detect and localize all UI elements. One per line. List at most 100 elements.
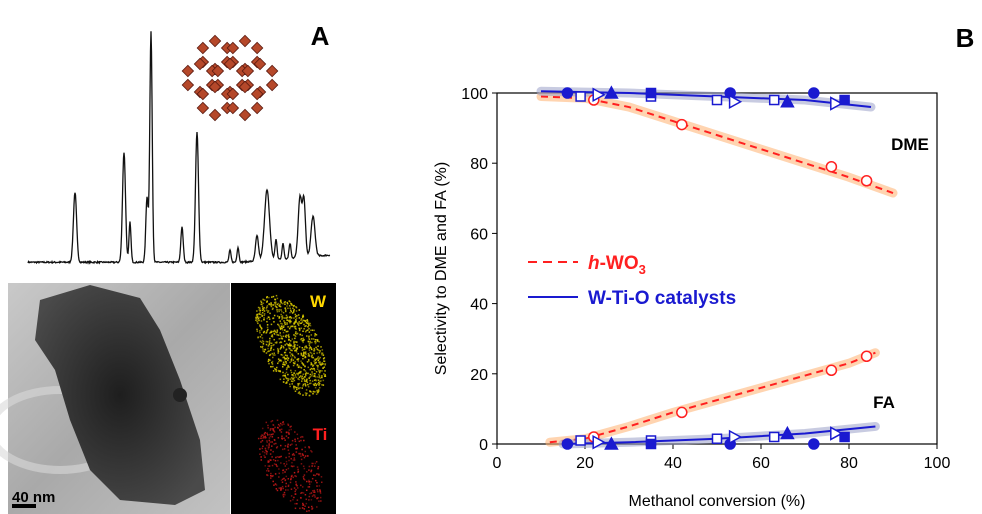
marker	[839, 431, 850, 443]
eds-dot	[289, 378, 292, 380]
eds-dot	[273, 329, 276, 332]
eds-dot	[281, 315, 284, 317]
eds-dot	[281, 485, 284, 488]
eds-dot	[290, 317, 293, 319]
eds-dot	[294, 337, 296, 340]
eds-dot	[271, 456, 273, 458]
eds-dot	[259, 340, 262, 343]
eds-dot	[267, 448, 270, 450]
eds-dot	[308, 469, 310, 471]
eds-dot	[307, 360, 310, 362]
eds-dot	[291, 465, 294, 468]
eds-dot	[304, 455, 307, 457]
eds-dot	[282, 345, 285, 348]
eds-dot	[267, 470, 270, 472]
eds-dot	[309, 368, 312, 371]
eds-dot	[299, 328, 301, 331]
eds-dot	[283, 437, 285, 440]
eds-dot	[280, 431, 283, 433]
eds-dot	[308, 355, 311, 357]
eds-dot	[278, 338, 281, 340]
y-tick-label: 40	[470, 297, 488, 314]
eds-dot	[317, 379, 320, 381]
eds-dot	[282, 347, 285, 349]
eds-dot	[271, 361, 273, 364]
eds-dot	[263, 310, 266, 312]
eds-dot	[307, 372, 309, 375]
eds-dot	[318, 369, 320, 372]
eds-dot	[317, 388, 320, 391]
eds-dot	[308, 495, 311, 498]
eds-dot	[276, 303, 279, 306]
eds-dot	[314, 496, 316, 498]
eds-dot	[301, 346, 304, 349]
eds-dot	[285, 368, 288, 371]
map-label: W	[310, 292, 327, 311]
eds-dot	[312, 349, 315, 352]
eds-dot	[278, 468, 280, 470]
eds-dot	[275, 447, 278, 449]
eds-dot	[279, 348, 282, 350]
eds-dot	[283, 356, 285, 358]
eds-dot	[300, 337, 303, 340]
eds-dot	[308, 347, 311, 350]
eds-dot	[318, 358, 320, 360]
eds-dot	[289, 345, 291, 347]
eds-dot	[308, 344, 311, 346]
eds-dot	[256, 310, 258, 312]
eds-dot	[292, 364, 295, 367]
octahedron	[238, 80, 252, 94]
eds-dot	[287, 334, 289, 337]
eds-dot	[314, 474, 317, 477]
eds-dot	[287, 431, 290, 434]
eds-dot	[314, 335, 316, 337]
eds-dot	[263, 350, 265, 353]
eds-dot	[306, 392, 308, 395]
eds-dot	[303, 456, 306, 459]
octahedron	[193, 57, 207, 71]
eds-dot	[260, 459, 263, 461]
eds-dot	[263, 299, 266, 301]
eds-dot	[285, 317, 287, 319]
eds-dot	[292, 345, 294, 348]
eds-dot	[260, 313, 262, 316]
eds-dot	[282, 311, 285, 314]
eds-dot	[281, 435, 283, 437]
eds-dot	[291, 325, 294, 328]
eds-dot	[300, 322, 303, 324]
eds-dot	[307, 340, 310, 343]
marker	[604, 85, 619, 99]
eds-dot	[313, 379, 316, 381]
eds-dot	[288, 320, 290, 323]
eds-dot	[319, 488, 321, 491]
eds-dot	[285, 358, 288, 360]
eds-dot	[296, 332, 299, 335]
eds-dot	[294, 475, 296, 477]
eds-dot	[318, 340, 320, 343]
eds-dot	[304, 505, 306, 507]
y-tick-label: 0	[479, 437, 488, 454]
eds-dot	[273, 430, 276, 433]
eds-dot	[268, 303, 270, 305]
eds-dot	[299, 371, 301, 373]
eds-dot	[309, 373, 312, 376]
eds-dot	[290, 477, 292, 479]
eds-dot	[292, 354, 294, 357]
eds-dot	[276, 341, 278, 343]
eds-dot	[289, 444, 292, 446]
eds-dot	[272, 295, 275, 298]
eds-dot	[303, 339, 305, 341]
eds-dot	[268, 354, 271, 357]
eds-dot	[294, 373, 297, 376]
x-tick-label: 80	[840, 455, 858, 472]
eds-dot	[279, 332, 281, 334]
eds-dot	[290, 376, 293, 379]
eds-dot	[294, 332, 297, 335]
eds-dot	[289, 426, 291, 428]
eds-dot	[296, 363, 299, 366]
eds-dot	[279, 303, 281, 306]
eds-dot	[313, 329, 315, 332]
eds-dot	[315, 379, 317, 382]
eds-dot	[265, 453, 268, 455]
